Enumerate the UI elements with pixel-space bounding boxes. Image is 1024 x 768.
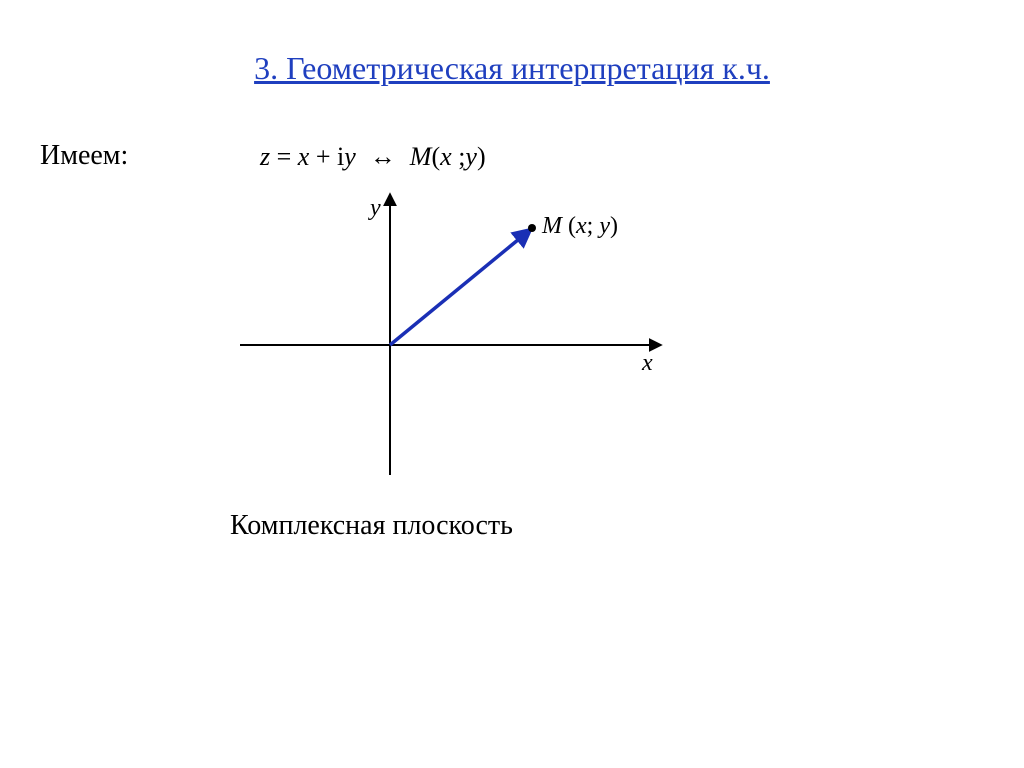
formula-arrow: ↔	[356, 142, 410, 171]
diagram-caption: Комплексная плоскость	[230, 510, 513, 542]
point-M	[528, 224, 536, 232]
formula-x: x	[298, 142, 310, 171]
slide-title: 3. Геометрическая интерпретация к.ч.	[0, 50, 1024, 87]
y-axis-label: y	[368, 195, 381, 221]
formula: z = x + iy↔M(x ;y)	[260, 142, 486, 172]
formula-z: z	[260, 142, 270, 171]
formula-sep: ;	[452, 142, 466, 171]
formula-M: M	[410, 142, 432, 171]
vector-arrow	[390, 230, 530, 345]
formula-x2: x	[440, 142, 452, 171]
slide: 3. Геометрическая интерпретация к.ч. Име…	[0, 0, 1024, 768]
formula-y2: y	[465, 142, 477, 171]
formula-close: )	[477, 142, 486, 171]
lead-text: Имеем:	[40, 140, 128, 172]
formula-eq: =	[270, 142, 298, 171]
complex-plane-diagram: x y M (x; y)	[210, 185, 690, 485]
x-axis-label: x	[641, 350, 653, 376]
diagram-svg: x y M (x; y)	[210, 185, 690, 485]
point-M-label: M (x; y)	[541, 213, 618, 239]
formula-open: (	[431, 142, 440, 171]
formula-y: y	[344, 142, 356, 171]
formula-plus: +	[309, 142, 337, 171]
